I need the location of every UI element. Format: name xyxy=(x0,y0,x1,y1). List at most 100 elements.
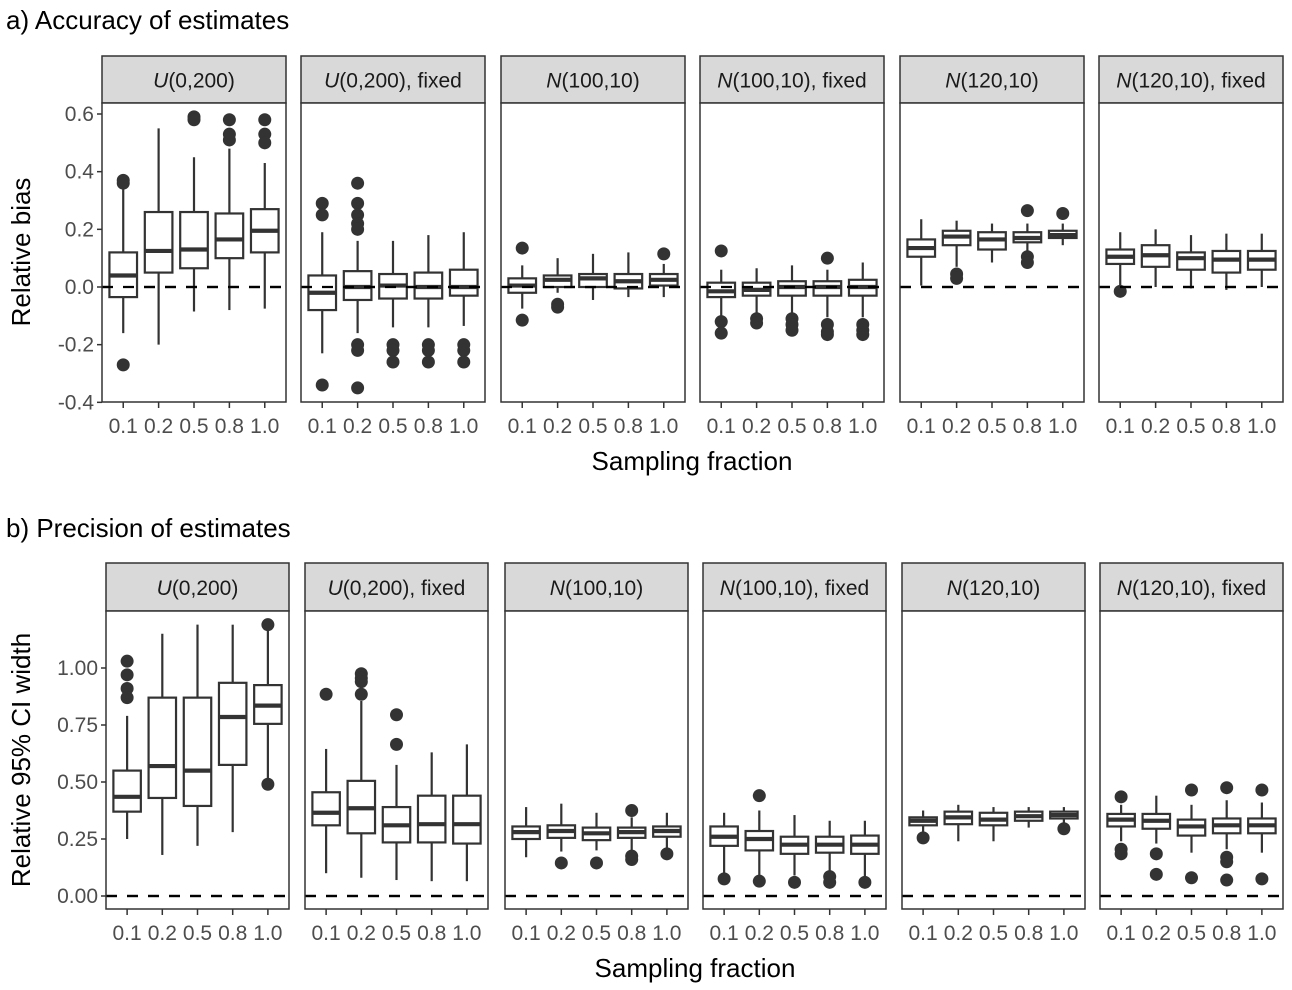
outlier-point xyxy=(390,737,403,751)
facet-panel: U(0,200) 0.1 0.2 0.5 0.8 1.0 xyxy=(101,55,287,438)
box-0.5 xyxy=(581,812,612,870)
outlier-point xyxy=(116,176,130,190)
box-0.8 xyxy=(814,820,845,889)
box-0.8 xyxy=(217,624,248,833)
box-0.1 xyxy=(908,810,938,845)
outlier-point xyxy=(820,328,834,342)
panels: 0.00 0.25 0.50 0.75 1.00 U(0,200) 0.1 0.2 0.5 0.8… xyxy=(57,562,1284,945)
y-tick-label: 0.75 xyxy=(57,714,98,737)
outlier-point xyxy=(261,777,275,791)
box-1.0 xyxy=(253,618,283,791)
iqr-box xyxy=(1211,249,1242,274)
x-tick-label: 0.1 xyxy=(512,922,541,945)
facet-strip-label: N(100,10), fixed xyxy=(720,577,869,600)
box-0.8 xyxy=(416,752,447,882)
outlier-point xyxy=(261,618,275,632)
facet-strip xyxy=(300,55,486,104)
x-tick-label: 1.0 xyxy=(250,415,279,438)
box-0.8 xyxy=(413,235,444,369)
x-tick-label: 0.2 xyxy=(745,922,774,945)
panel-background xyxy=(501,103,685,402)
facet-panel: N(120,10), fixed 0.1 0.2 0.5 0.8 1.0 xyxy=(1099,562,1284,945)
y-axis-title: Relative 95% CI width xyxy=(6,633,36,887)
outlier-point xyxy=(752,789,766,803)
x-tick-label: 0.8 xyxy=(1014,922,1043,945)
x-tick-label: 0.2 xyxy=(148,922,177,945)
x-tick-label: 0.8 xyxy=(617,922,646,945)
outlier-point xyxy=(258,113,272,127)
x-tick-label: 0.1 xyxy=(710,922,739,945)
section-title: a) Accuracy of estimates xyxy=(6,5,289,35)
y-tick-label: 0.2 xyxy=(65,218,94,241)
facet-panel: U(0,200), fixed 0.1 0.2 0.5 0.8 1.0 xyxy=(304,562,489,945)
iqr-box xyxy=(578,272,608,289)
x-tick-label: 0.1 xyxy=(1107,922,1136,945)
x-axis-title: Sampling fraction xyxy=(595,953,796,983)
box-1.0 xyxy=(1047,206,1078,246)
facet-strip-label: N(100,10) xyxy=(546,70,639,93)
box-1.0 xyxy=(1246,233,1277,287)
iqr-box xyxy=(214,212,245,260)
iqr-box xyxy=(416,794,447,844)
outlier-point xyxy=(515,241,529,255)
facet-panel: U(0,200), fixed 0.1 0.2 0.5 0.8 1.0 xyxy=(300,55,486,438)
y-axis: 0.00 0.25 0.50 0.75 1.00 xyxy=(57,657,106,908)
x-tick-label: 0.1 xyxy=(308,415,337,438)
box-0.2 xyxy=(346,667,377,878)
facet-strip-label: U(0,200), fixed xyxy=(328,577,466,600)
outlier-point xyxy=(1185,871,1198,885)
iqr-box xyxy=(179,210,209,270)
facet-strip-label: U(0,200) xyxy=(153,70,235,93)
x-tick-label: 0.8 xyxy=(1013,415,1042,438)
section-precision: b) Precision of estimates Relative 95% C… xyxy=(6,513,1284,983)
y-tick-label: -0.2 xyxy=(58,334,94,357)
facet-panel: N(100,10) 0.1 0.2 0.5 0.8 1.0 xyxy=(500,55,686,438)
x-tick-label: 0.5 xyxy=(382,922,411,945)
x-tick-label: 1.0 xyxy=(850,922,879,945)
box-0.2 xyxy=(546,803,577,870)
y-tick-label: 0.00 xyxy=(57,885,98,908)
x-tick-label: 0.5 xyxy=(183,922,212,945)
outlier-point xyxy=(187,113,201,127)
outlier-point xyxy=(551,300,565,314)
iqr-box xyxy=(1176,251,1206,271)
outlier-point xyxy=(1149,867,1163,881)
box-0.1 xyxy=(1106,790,1136,861)
box-0.2 xyxy=(143,128,174,345)
box-0.5 xyxy=(182,624,213,846)
box-1.0 xyxy=(448,232,479,369)
iqr-box xyxy=(147,696,178,800)
x-axis-title: Sampling fraction xyxy=(592,446,793,476)
outlier-point xyxy=(354,675,368,689)
box-0.2 xyxy=(1140,229,1171,287)
x-tick-label: 0.2 xyxy=(944,922,973,945)
outlier-point xyxy=(1057,822,1071,836)
x-tick-label: 0.2 xyxy=(547,922,576,945)
facet-strip xyxy=(1099,562,1284,612)
outlier-point xyxy=(625,804,639,817)
x-tick-label: 0.1 xyxy=(907,415,936,438)
x-tick-label: 0.8 xyxy=(218,922,247,945)
outlier-point xyxy=(858,875,872,889)
outlier-point xyxy=(1114,847,1128,861)
outlier-point xyxy=(457,355,471,369)
x-tick-label: 0.1 xyxy=(312,922,341,945)
x-tick-label: 0.8 xyxy=(414,415,443,438)
outlier-point xyxy=(660,847,674,861)
outlier-point xyxy=(351,381,365,395)
box-0.1 xyxy=(507,241,538,327)
box-1.0 xyxy=(1247,783,1277,886)
x-tick-label: 0.2 xyxy=(942,415,971,438)
box-0.5 xyxy=(779,815,810,889)
box-0.8 xyxy=(613,252,644,298)
facet-strip-label: N(120,10) xyxy=(945,70,1038,93)
outlier-point xyxy=(351,176,365,190)
y-tick-label: 1.00 xyxy=(57,657,98,680)
iqr-box xyxy=(112,769,142,813)
box-0.8 xyxy=(1013,807,1044,828)
outlier-point xyxy=(714,326,728,340)
facet-panel: N(120,10) 0.1 0.2 0.5 0.8 1.0 xyxy=(901,562,1086,945)
box-0.5 xyxy=(179,110,209,312)
box-0.5 xyxy=(978,807,1009,842)
